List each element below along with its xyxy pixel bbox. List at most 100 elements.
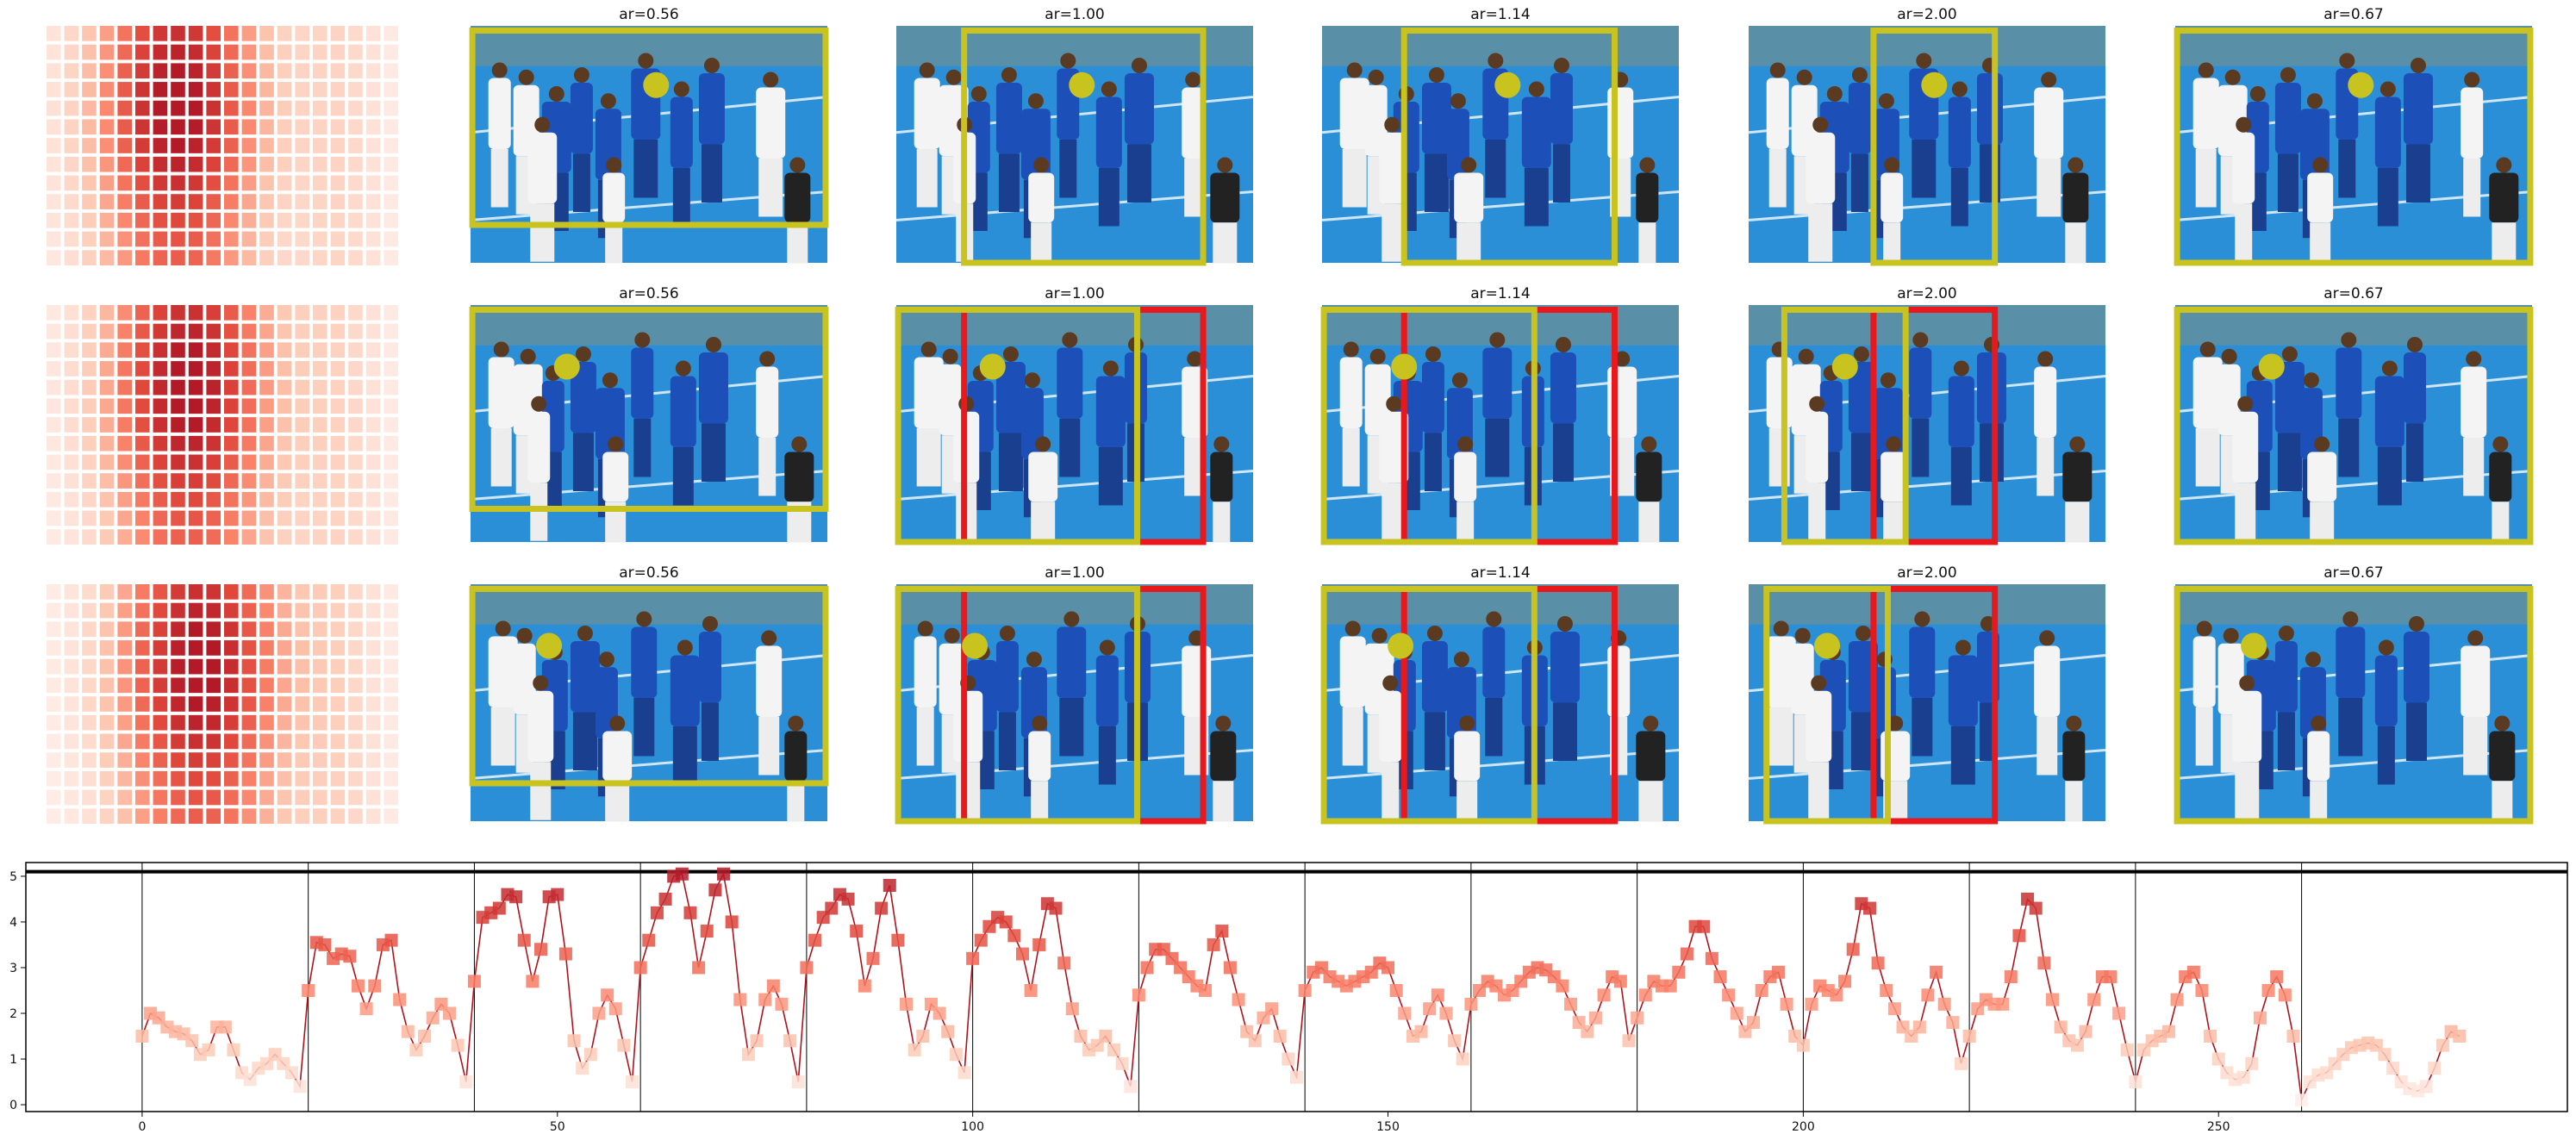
player-head [2306, 93, 2323, 109]
heatmap-cell [295, 398, 309, 414]
data-point [185, 1034, 199, 1048]
heatmap-cell [277, 752, 292, 768]
heatmap-cell [330, 454, 346, 470]
player-head [788, 715, 804, 732]
player-head [1916, 53, 1932, 69]
heatmap-cell [206, 658, 221, 675]
heatmap-cell [295, 640, 309, 656]
data-point [2170, 993, 2184, 1006]
heatmap-cell [206, 789, 221, 806]
heatmap-cell [384, 44, 398, 60]
heatmap-cell [259, 119, 274, 135]
player-head [1369, 348, 1386, 364]
data-point [1207, 938, 1220, 951]
heatmap-cell [241, 640, 257, 656]
player-head [602, 372, 618, 389]
heatmap-cell [330, 342, 346, 358]
heatmap-cell [365, 733, 381, 750]
player-body [1636, 172, 1659, 223]
player-legs [2338, 698, 2363, 757]
data-point [1074, 1030, 1088, 1043]
data-point [2029, 901, 2043, 915]
player-body [1182, 645, 1212, 717]
heatmap-cell [365, 175, 381, 191]
heatmap-cell [365, 473, 381, 489]
heatmap-cell [348, 696, 363, 712]
player-legs [1098, 168, 1120, 227]
heatmap-cell [241, 212, 257, 228]
heatmap-cell [384, 305, 398, 321]
data-point [791, 1075, 805, 1089]
heatmap-cell [153, 435, 168, 452]
heatmap-cell [259, 808, 274, 824]
data-point [608, 1002, 622, 1016]
data-point [1265, 1002, 1279, 1016]
heatmap-cell [99, 138, 115, 153]
data-point [2161, 1025, 2175, 1038]
data-point [409, 1043, 423, 1056]
photo-panel: ar=0.56 [469, 6, 829, 264]
crop-box [1400, 28, 1618, 266]
heatmap-cell [348, 63, 363, 79]
player-body [1095, 655, 1119, 726]
player-body [1607, 87, 1634, 159]
player-legs [2405, 423, 2423, 482]
heatmap-cell [135, 602, 150, 619]
heatmap-cell [348, 640, 363, 656]
heatmap-cell [82, 714, 97, 731]
heatmap-cell [117, 658, 132, 675]
data-point [1930, 965, 1943, 979]
data-point [1065, 1002, 1079, 1016]
player-head [944, 627, 960, 644]
heatmap-cell [348, 119, 363, 135]
heatmap-cell [384, 26, 398, 41]
data-point [1057, 956, 1071, 970]
heatmap-cell [135, 435, 150, 452]
player-body [2232, 132, 2255, 204]
heatmap-cell [117, 305, 132, 321]
heatmap-cell [64, 342, 79, 358]
heatmap-cell [153, 379, 168, 396]
player-body [1521, 97, 1551, 168]
heatmap-cell [64, 361, 79, 377]
heatmap-cell [135, 342, 150, 358]
player-head [548, 86, 564, 102]
heatmap-cell [206, 212, 221, 228]
heatmap-cell [313, 529, 327, 545]
player-legs [2065, 781, 2083, 822]
player-body [2307, 731, 2330, 782]
player-body [698, 352, 728, 424]
heatmap-cell [241, 63, 257, 79]
player-body [1421, 362, 1444, 433]
heatmap-cell [171, 361, 185, 377]
data-point [418, 1030, 432, 1043]
heatmap-cell [295, 789, 309, 806]
heatmap-cell [206, 584, 221, 600]
player-legs [2463, 717, 2488, 776]
player-body [1454, 452, 1477, 502]
heatmap-cell [99, 602, 115, 619]
player-body [1766, 357, 1793, 428]
heatmap-cell [64, 602, 79, 619]
player-head [1386, 396, 1402, 412]
data-point [2261, 983, 2275, 997]
player-legs [2065, 501, 2090, 543]
heatmap-cell [277, 714, 292, 731]
heatmap-cell [330, 379, 346, 396]
heatmap-cell [47, 361, 61, 377]
player-body [670, 655, 700, 726]
data-point [243, 1073, 257, 1087]
heatmap-cell [135, 584, 150, 600]
heatmap-cell [47, 473, 61, 489]
heatmap-cell [295, 212, 309, 228]
heatmap-cell [259, 156, 274, 172]
heatmap-cell [82, 398, 97, 414]
player-body [1766, 636, 1796, 707]
heatmap-cell [99, 212, 115, 228]
heatmap-cell [365, 529, 381, 545]
player-head [609, 715, 626, 732]
heatmap-cell [241, 752, 257, 768]
player-legs [1456, 781, 1478, 822]
player-legs [998, 153, 1020, 212]
red-box [1870, 586, 1999, 825]
